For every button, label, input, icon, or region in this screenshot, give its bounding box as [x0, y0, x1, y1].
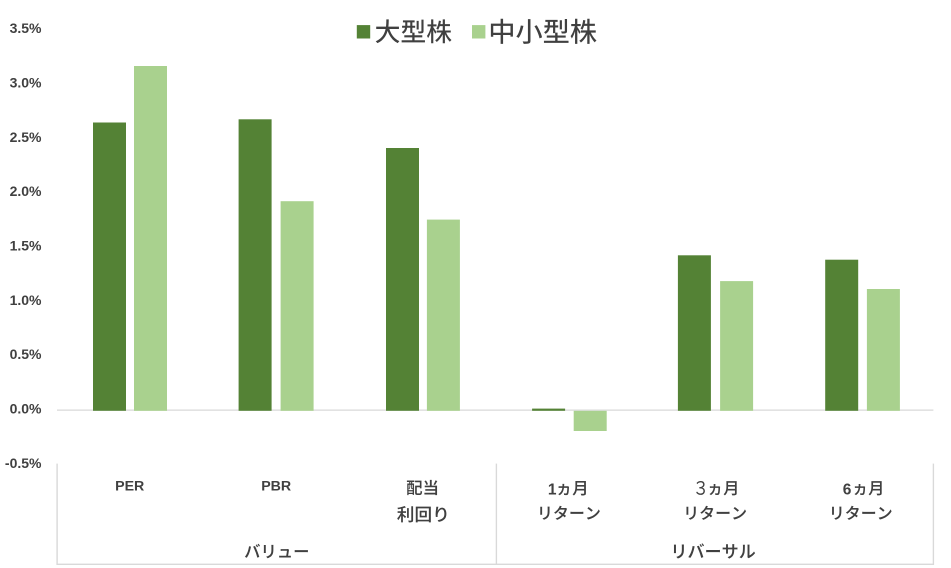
svg-text:0.0%: 0.0%: [10, 401, 42, 417]
svg-text:1.5%: 1.5%: [10, 238, 42, 254]
svg-text:PBR: PBR: [261, 478, 291, 494]
svg-text:6: 6: [843, 481, 852, 498]
svg-text:3.0%: 3.0%: [10, 74, 42, 90]
svg-text:3.5%: 3.5%: [10, 20, 42, 36]
svg-text:1: 1: [548, 481, 557, 498]
svg-text:2.5%: 2.5%: [10, 129, 42, 145]
svg-text:-0.5%: -0.5%: [5, 455, 42, 471]
svg-text:0.5%: 0.5%: [10, 346, 42, 362]
svg-text:2.0%: 2.0%: [10, 183, 42, 199]
svg-text:1.0%: 1.0%: [10, 292, 42, 308]
svg-text:PER: PER: [115, 478, 144, 494]
